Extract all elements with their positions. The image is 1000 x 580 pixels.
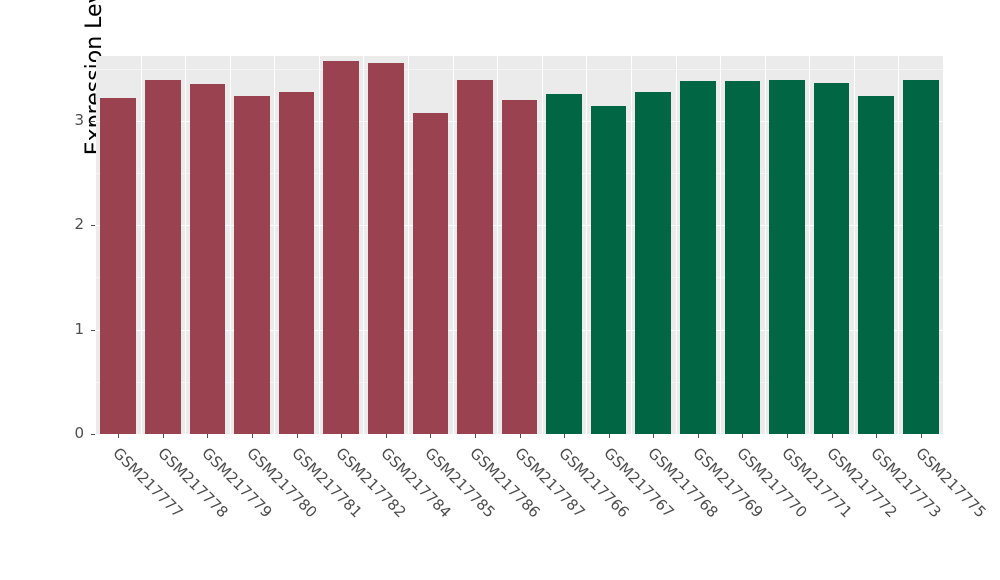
gridline-vertical	[453, 56, 454, 434]
bar-GSM217778[interactable]	[145, 80, 181, 434]
bar-GSM217775[interactable]	[902, 80, 939, 434]
gridline-vertical	[586, 56, 587, 434]
x-tick-mark	[564, 434, 565, 438]
bar-GSM217784[interactable]	[367, 63, 404, 434]
x-tick-mark	[742, 434, 743, 438]
bar-GSM217767[interactable]	[590, 106, 627, 434]
x-tick-mark	[252, 434, 253, 438]
gridline-vertical	[497, 56, 498, 434]
gridline-vertical	[230, 56, 231, 434]
bar-GSM217781[interactable]	[278, 91, 315, 434]
bar-GSM217785[interactable]	[412, 113, 449, 434]
y-tick-mark	[91, 225, 95, 227]
bar-GSM217779[interactable]	[189, 84, 226, 434]
y-tick-label: 3	[74, 110, 84, 129]
y-tick-mark	[91, 434, 95, 435]
gridline-minor	[96, 68, 943, 70]
bar-GSM217769[interactable]	[679, 81, 716, 434]
x-tick-mark	[475, 434, 476, 438]
x-tick-mark	[163, 434, 164, 438]
bar-GSM217786[interactable]	[457, 80, 493, 434]
x-tick-mark	[430, 434, 431, 438]
x-tick-mark	[832, 434, 833, 438]
bar-GSM217768[interactable]	[635, 91, 672, 434]
gridline-vertical	[542, 56, 543, 434]
x-tick-mark	[341, 434, 342, 438]
y-tick-label: 1	[74, 319, 84, 338]
bar-GSM217777[interactable]	[100, 97, 137, 434]
x-tick-mark	[876, 434, 877, 438]
plot-panel	[96, 56, 943, 434]
y-tick-mark	[91, 120, 95, 122]
bar-GSM217772[interactable]	[813, 83, 850, 434]
y-tick-mark	[91, 329, 95, 331]
x-tick-mark	[386, 434, 387, 438]
x-tick-mark	[118, 434, 119, 438]
gridline-vertical	[408, 56, 409, 434]
x-tick-mark	[921, 434, 922, 438]
gridline-vertical	[720, 56, 721, 434]
bar-GSM217787[interactable]	[501, 99, 538, 434]
bar-GSM217773[interactable]	[858, 95, 894, 434]
bar-GSM217770[interactable]	[724, 81, 761, 434]
x-tick-mark	[207, 434, 208, 438]
gridline-vertical	[363, 56, 364, 434]
x-tick-mark	[297, 434, 298, 438]
bar-GSM217766[interactable]	[546, 93, 582, 434]
gridline-vertical	[765, 56, 766, 434]
gridline-vertical	[141, 56, 142, 434]
bar-GSM217782[interactable]	[323, 61, 359, 434]
gridline-vertical	[898, 56, 899, 434]
gridline-vertical	[274, 56, 275, 434]
bar-GSM217771[interactable]	[769, 80, 805, 434]
x-tick-mark	[787, 434, 788, 438]
x-tick-mark	[609, 434, 610, 438]
x-tick-mark	[653, 434, 654, 438]
bar-GSM217780[interactable]	[234, 95, 270, 434]
gridline-vertical	[319, 56, 320, 434]
y-tick-label: 0	[74, 424, 84, 442]
gridline-vertical	[854, 56, 855, 434]
gridline-vertical	[631, 56, 632, 434]
y-tick-label: 2	[74, 215, 84, 234]
gridline-vertical	[185, 56, 186, 434]
gridline-vertical	[809, 56, 810, 434]
x-tick-mark	[698, 434, 699, 438]
x-tick-mark	[520, 434, 521, 438]
gridline-vertical	[676, 56, 677, 434]
